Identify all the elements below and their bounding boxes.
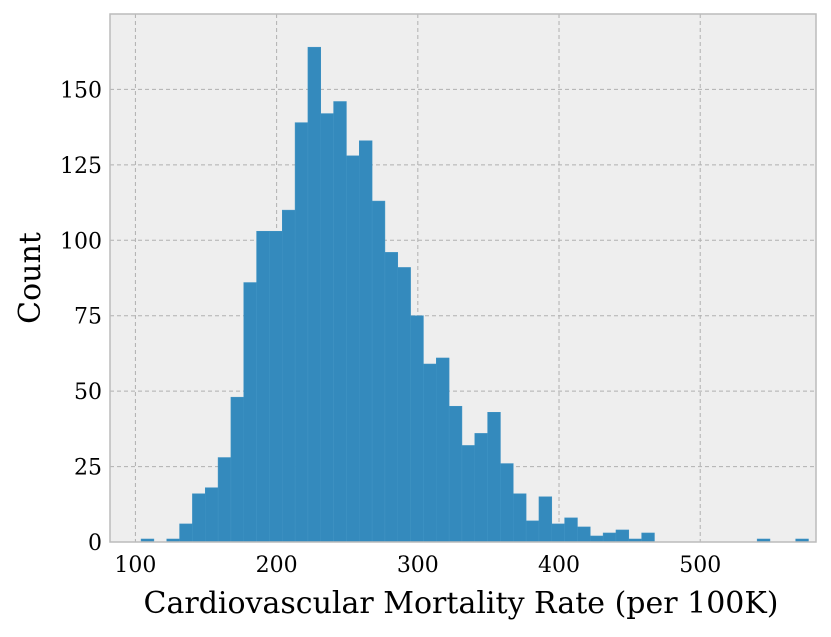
histogram-bar (333, 101, 347, 543)
histogram-bar (307, 46, 322, 543)
y-tick-label: 125 (60, 154, 102, 179)
histogram-bar (243, 282, 257, 543)
histogram-bar (269, 230, 283, 543)
y-tick-label: 0 (88, 531, 102, 556)
histogram-bar (461, 445, 476, 543)
histogram-bar (500, 463, 514, 543)
histogram-bar (281, 209, 296, 543)
y-tick-labels: 0 25 50 75 100 125 150 (60, 78, 102, 556)
histogram-bar (410, 315, 424, 543)
histogram-bar (448, 405, 463, 543)
histogram-bar (359, 140, 373, 543)
y-tick-label: 150 (60, 78, 102, 103)
histogram-bar (551, 523, 565, 543)
histogram-bar (371, 200, 386, 543)
histogram-bar (615, 529, 630, 543)
y-tick-label: 50 (74, 380, 102, 405)
histogram-bar (436, 357, 450, 543)
histogram-bar (590, 535, 604, 543)
histogram-bar (346, 155, 360, 543)
y-tick-label: 100 (60, 229, 102, 254)
histogram-bar (320, 113, 334, 543)
histogram-bar (564, 517, 578, 543)
x-tick-label: 100 (114, 553, 156, 578)
histogram-bar (513, 493, 527, 543)
x-tick-labels: 100 200 300 400 500 (114, 553, 721, 578)
histogram-bar (423, 363, 437, 543)
histogram-bar (179, 523, 193, 543)
x-tick-label: 200 (256, 553, 298, 578)
histogram-bar (192, 493, 206, 543)
histogram-bar (602, 532, 617, 543)
histogram-bar (525, 520, 540, 543)
histogram-bar (217, 457, 232, 543)
y-axis-title: Count (13, 232, 48, 324)
x-axis-title: Cardiovascular Mortality Rate (per 100K) (144, 586, 779, 621)
y-tick-label: 75 (74, 305, 102, 330)
histogram-bar (538, 496, 553, 543)
histogram-bar (204, 487, 219, 543)
histogram-bar (256, 230, 270, 543)
histogram-bar (474, 433, 488, 543)
histogram-bar (294, 122, 309, 543)
histogram-bar (487, 412, 501, 543)
histogram-bar (230, 396, 244, 543)
histogram-bar (384, 252, 399, 543)
x-tick-label: 400 (538, 553, 580, 578)
histogram-bar (577, 526, 591, 543)
histogram-bars (140, 46, 809, 543)
x-tick-label: 300 (397, 553, 439, 578)
histogram-bar (397, 267, 411, 543)
x-tick-label: 500 (679, 553, 721, 578)
plot-frame (109, 13, 817, 543)
y-tick-label: 25 (74, 456, 102, 481)
histogram-bar (641, 532, 655, 543)
